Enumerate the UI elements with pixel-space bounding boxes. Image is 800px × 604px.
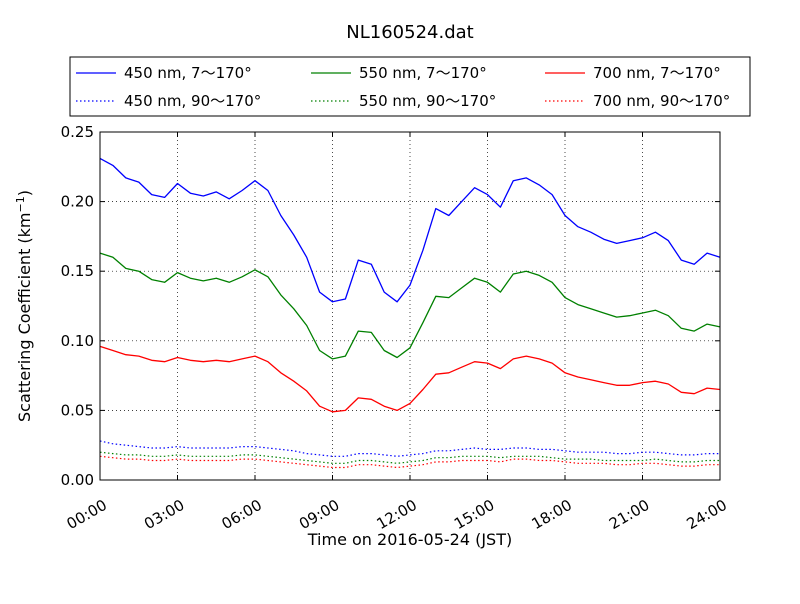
legend-label: 550 nm, 90～170° [359,92,496,110]
legend-label: 700 nm, 7～170° [593,64,721,82]
legend-label: 550 nm, 7～170° [359,64,487,82]
y-tick-label: 0.15 [61,262,94,280]
legend-label: 450 nm, 7～170° [124,64,252,82]
legend-items: 450 nm, 7～170° 550 nm, 7～170° 700 nm, 7～17… [76,64,730,110]
chart-title: NL160524.dat [346,22,473,43]
series-line [99,345,721,413]
series-lines [99,157,721,469]
y-tick-label: 0.05 [61,401,94,419]
legend-label: 450 nm, 90～170° [124,92,261,110]
x-axis-label: Time on 2016-05-24 (JST) [307,530,512,549]
y-tick-label: 0.20 [61,193,94,211]
legend-label: 700 nm, 90～170° [593,92,730,110]
grid-lines [100,132,720,480]
y-axis-label-main: Scattering Coefficient (km [15,212,34,422]
series-line [99,451,720,464]
legend: 450 nm, 7～170° 550 nm, 7～170° 700 nm, 7～17… [69,56,751,117]
y-tick-label: 0.00 [61,471,94,489]
x-tick-label: 06:00 [219,496,265,533]
x-tick-label: 03:00 [141,496,187,533]
x-tick-label: 12:00 [374,496,420,533]
series-line [99,455,720,469]
series-line [99,157,721,303]
y-axis-label: Scattering Coefficient (km−1) [14,190,34,422]
axis-ticks: 00:00 03:00 06:00 09:00 12:00 15:00 18:00 21:00… [61,123,730,533]
x-tick-label: 24:00 [684,496,730,533]
series-line [99,252,721,360]
y-axis-label-close: ) [15,190,34,196]
y-axis-label-exponent: −1 [14,196,27,212]
x-tick-label: 09:00 [296,496,342,533]
x-tick-label: 21:00 [606,496,652,533]
x-tick-label: 18:00 [529,496,575,533]
x-tick-label: 15:00 [451,496,497,533]
x-tick-label: 00:00 [64,496,110,533]
y-tick-label: 0.10 [61,332,94,350]
y-tick-label: 0.25 [61,123,94,141]
legend-box [69,56,751,117]
